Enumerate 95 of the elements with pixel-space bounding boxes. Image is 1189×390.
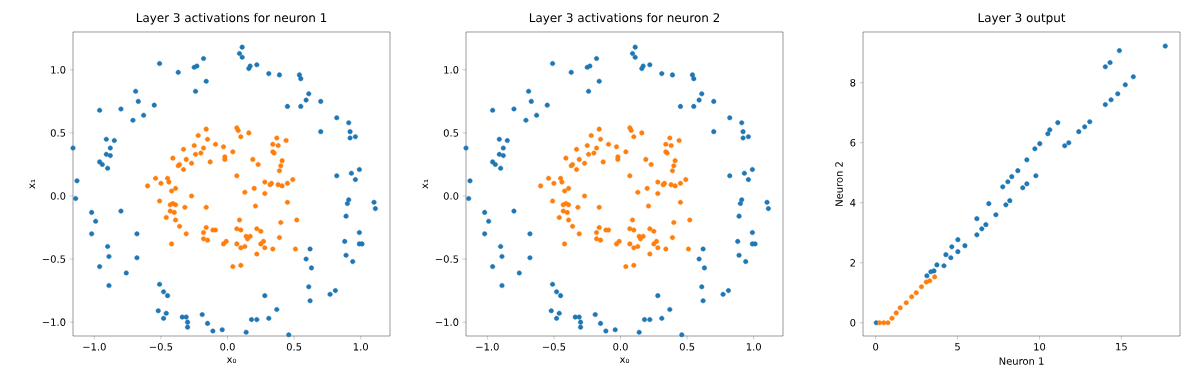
point [1009, 174, 1015, 180]
point [1102, 64, 1108, 70]
x-tick-label: 15 [1116, 343, 1127, 351]
point [1087, 119, 1093, 125]
point [1033, 173, 1039, 179]
x-tick-label: 0.5 [286, 343, 302, 351]
point [919, 284, 924, 290]
point [927, 278, 933, 284]
point [893, 310, 899, 316]
point [941, 263, 947, 269]
point [1062, 143, 1068, 149]
point [889, 315, 895, 321]
y-tick-label: 6 [850, 138, 856, 147]
y-tick-label: 1.0 [51, 66, 66, 74]
chart-title: Layer 3 activations for neuron 2 [529, 12, 720, 25]
point [1107, 60, 1113, 66]
point [993, 212, 999, 218]
x-tick-label: 0.5 [679, 343, 695, 351]
x-tick-label: 1.0 [353, 343, 368, 351]
y-tick-label: −1.0 [42, 318, 66, 326]
chart-title: Layer 3 output [978, 13, 1066, 25]
x-tick-label: 5 [955, 343, 960, 351]
x-tick-label: 0 [873, 343, 879, 351]
y-tick-label: −0.5 [42, 255, 66, 263]
point [909, 294, 915, 300]
point [1007, 198, 1013, 204]
y-tick-label: 0.0 [50, 192, 66, 200]
point [1122, 82, 1128, 88]
point [955, 237, 961, 243]
y-tick-label: 0.5 [443, 129, 459, 137]
point [1055, 120, 1061, 126]
point [949, 244, 955, 250]
point [948, 255, 954, 261]
point [928, 269, 934, 275]
point [903, 300, 909, 306]
point [979, 226, 985, 232]
point [1066, 140, 1072, 146]
point [1115, 91, 1121, 97]
point [1003, 202, 1009, 208]
point [913, 290, 919, 296]
point [1000, 184, 1006, 190]
point [1020, 185, 1026, 191]
point [1047, 127, 1053, 133]
point [1015, 168, 1021, 174]
y-tick-label: 0.5 [50, 129, 66, 137]
point [974, 232, 980, 238]
point [1130, 74, 1136, 80]
x-tick-label: −0.5 [542, 343, 566, 351]
x-axis-title: x₀ [619, 357, 630, 363]
point [1102, 102, 1108, 108]
x-tick-label: −0.5 [149, 343, 173, 351]
point [885, 320, 891, 326]
point [924, 273, 930, 279]
x-axis-title: Neuron 1 [999, 357, 1044, 365]
point [986, 201, 992, 207]
point [955, 249, 961, 255]
point [1116, 48, 1122, 54]
point [877, 320, 883, 326]
point [1032, 146, 1038, 152]
y-axis-title: x₁ [29, 179, 35, 189]
x-tick-label: 10 [1034, 343, 1046, 351]
point [934, 262, 940, 268]
x-axis-title: x₀ [226, 357, 237, 363]
y-axis-title: Neuron 2 [835, 162, 843, 206]
point [1005, 179, 1011, 185]
point [962, 243, 968, 249]
point [1024, 157, 1030, 163]
y-tick-label: 2 [850, 259, 855, 267]
y-tick-label: 1.0 [444, 66, 459, 74]
x-tick-label: −1.0 [476, 343, 499, 351]
point [1024, 181, 1030, 187]
y-tick-label: 8 [850, 78, 856, 87]
y-tick-label: 4 [850, 199, 856, 207]
point [1108, 97, 1114, 103]
y-tick-label: −0.5 [435, 255, 459, 263]
point [943, 252, 949, 258]
point [932, 274, 938, 280]
x-tick-label: 1.0 [746, 343, 761, 351]
point [1162, 43, 1168, 49]
point [974, 216, 980, 222]
point [1037, 141, 1043, 147]
x-tick-label: 0.0 [613, 343, 628, 351]
point [881, 320, 887, 326]
point [1082, 124, 1088, 130]
chart-title: Layer 3 activations for neuron 1 [136, 12, 327, 25]
y-tick-label: 0.0 [443, 192, 459, 200]
x-tick-label: 0.0 [220, 343, 235, 351]
y-axis-title: x₁ [422, 179, 428, 189]
point [897, 305, 903, 311]
point [1076, 129, 1082, 135]
x-tick-label: −1.0 [83, 343, 106, 351]
point [983, 222, 989, 228]
point [1045, 131, 1051, 137]
y-tick-label: 0 [850, 319, 856, 327]
y-tick-label: −1.0 [435, 318, 459, 326]
